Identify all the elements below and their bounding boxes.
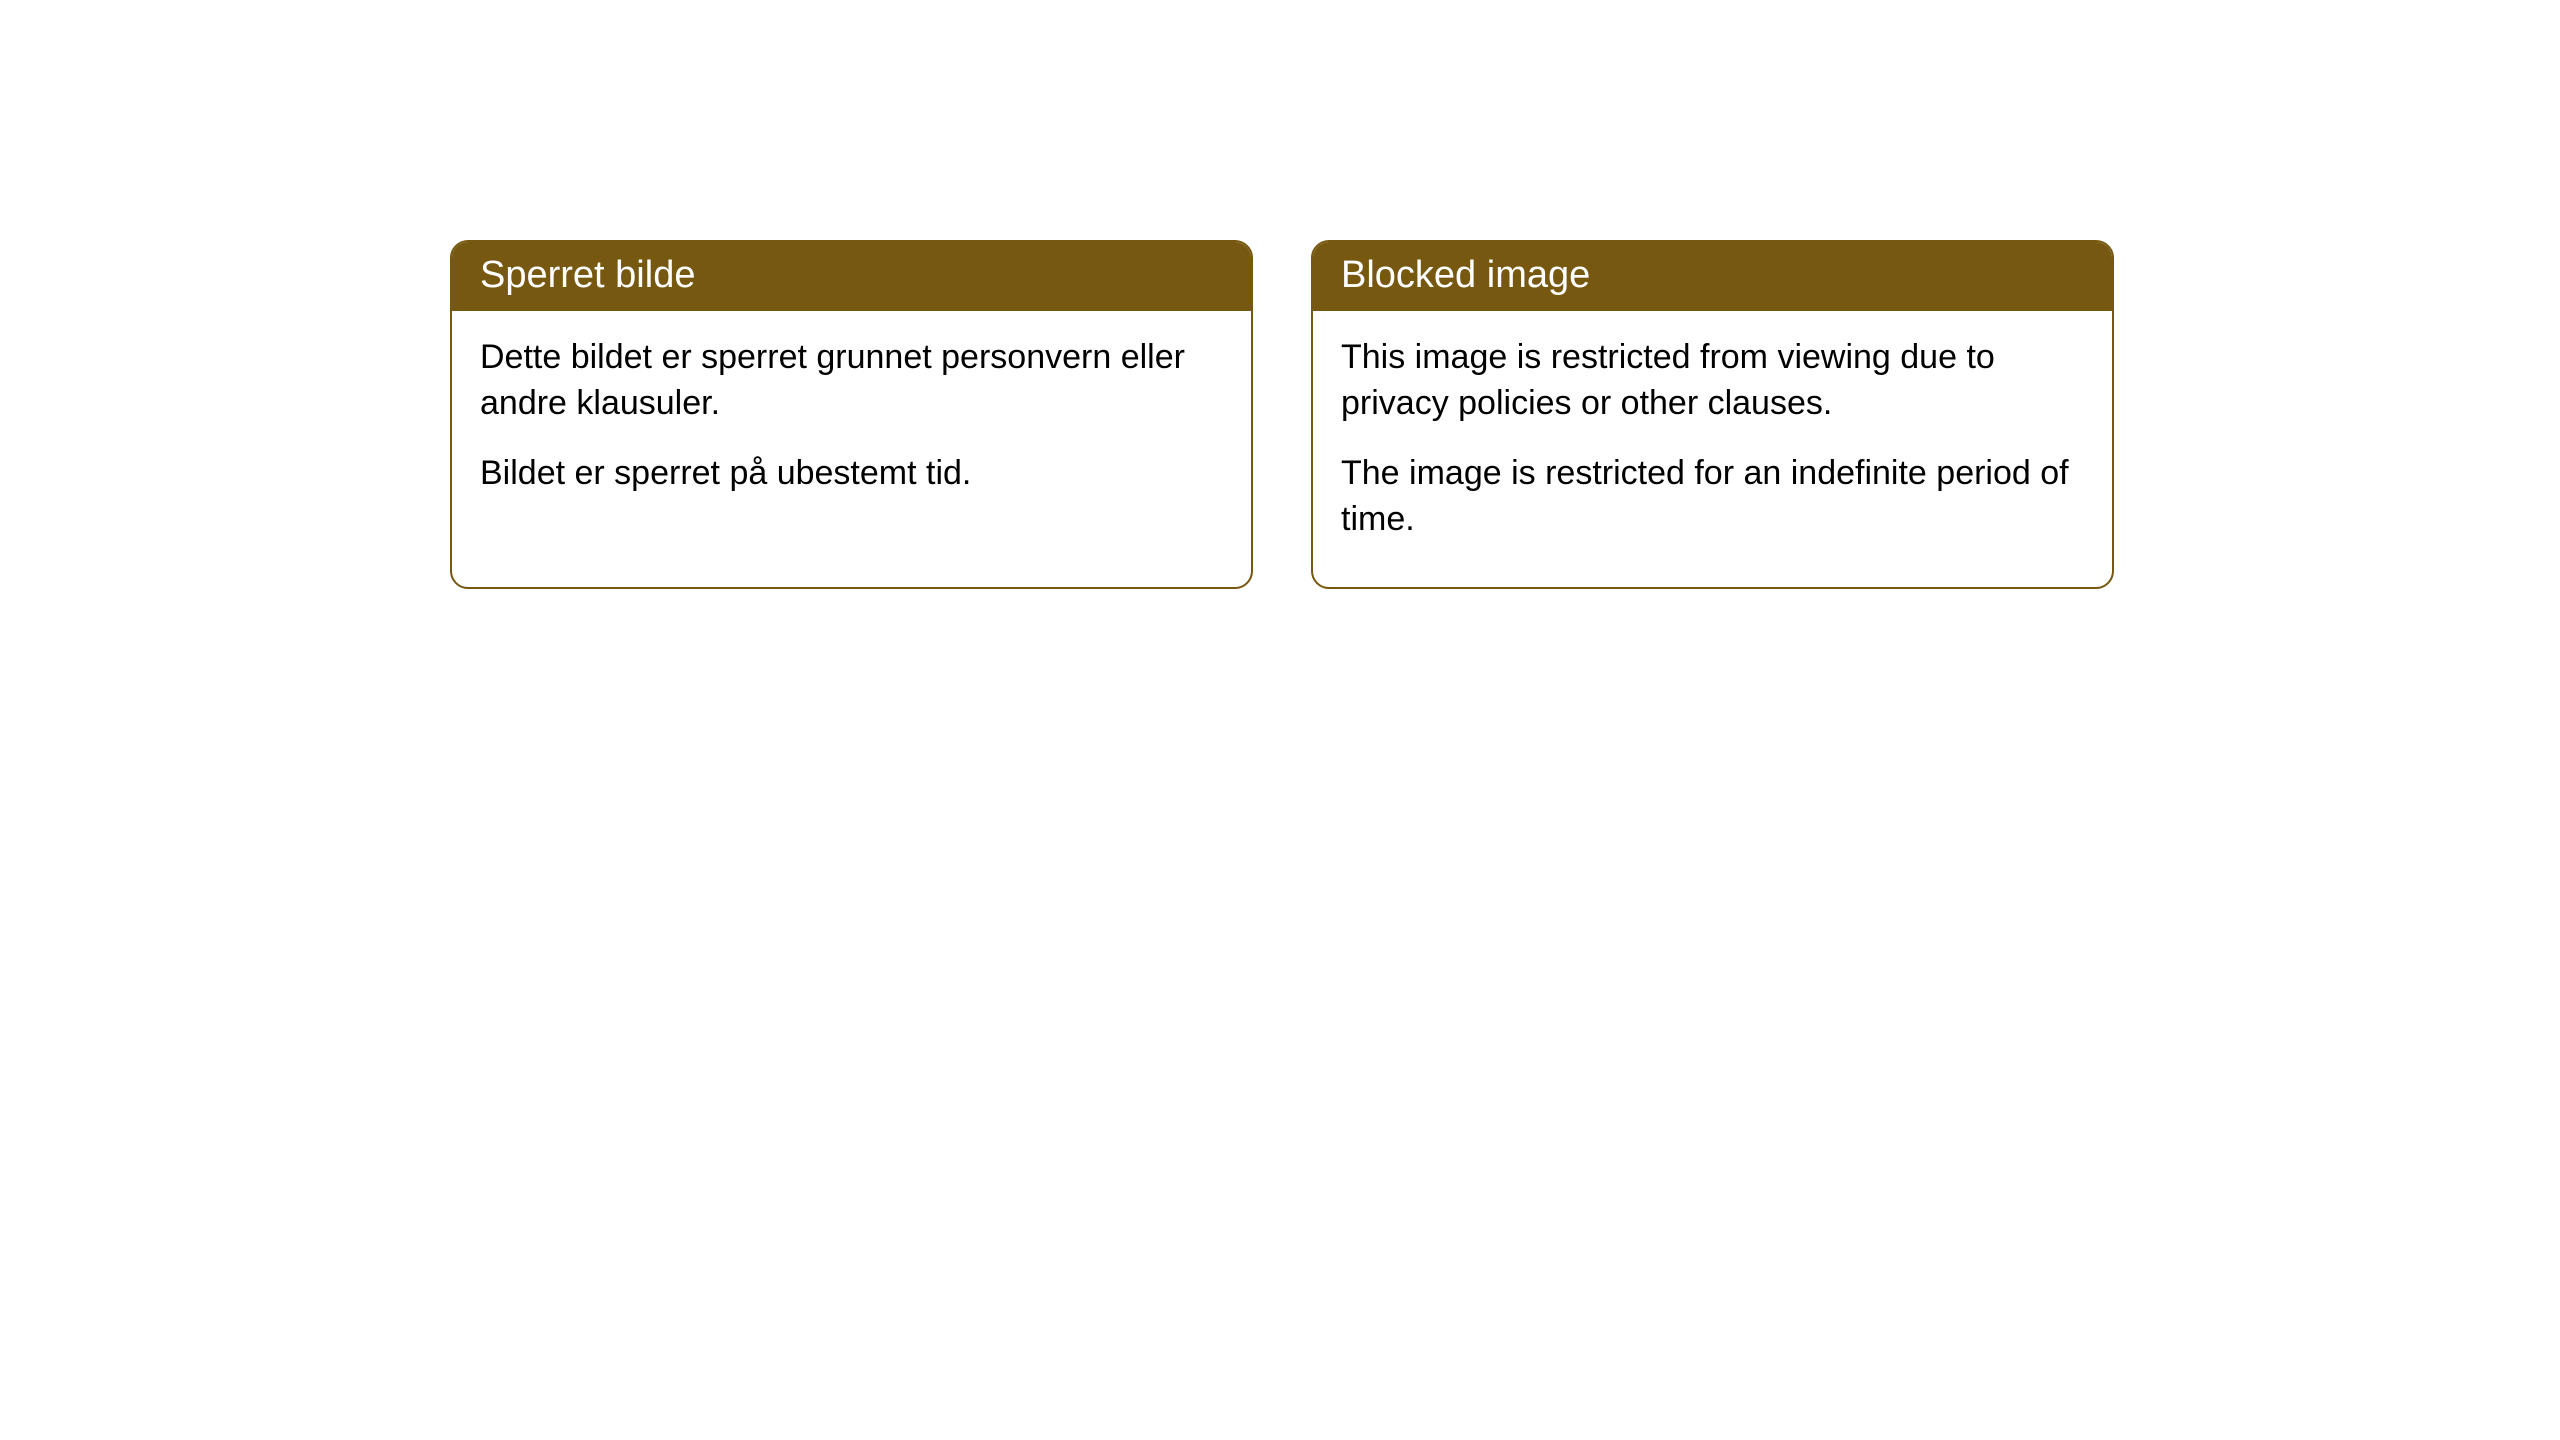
card-paragraph: Bildet er sperret på ubestemt tid. bbox=[480, 451, 1223, 497]
card-paragraph: Dette bildet er sperret grunnet personve… bbox=[480, 335, 1223, 427]
notice-card-norwegian: Sperret bilde Dette bildet er sperret gr… bbox=[450, 240, 1253, 589]
card-title: Blocked image bbox=[1341, 254, 1590, 296]
notice-cards-container: Sperret bilde Dette bildet er sperret gr… bbox=[450, 240, 2114, 589]
card-body: Dette bildet er sperret grunnet personve… bbox=[452, 311, 1251, 541]
card-header: Blocked image bbox=[1313, 242, 2112, 311]
card-title: Sperret bilde bbox=[480, 254, 695, 296]
card-header: Sperret bilde bbox=[452, 242, 1251, 311]
card-body: This image is restricted from viewing du… bbox=[1313, 311, 2112, 587]
card-paragraph: This image is restricted from viewing du… bbox=[1341, 335, 2084, 427]
card-paragraph: The image is restricted for an indefinit… bbox=[1341, 451, 2084, 543]
notice-card-english: Blocked image This image is restricted f… bbox=[1311, 240, 2114, 589]
